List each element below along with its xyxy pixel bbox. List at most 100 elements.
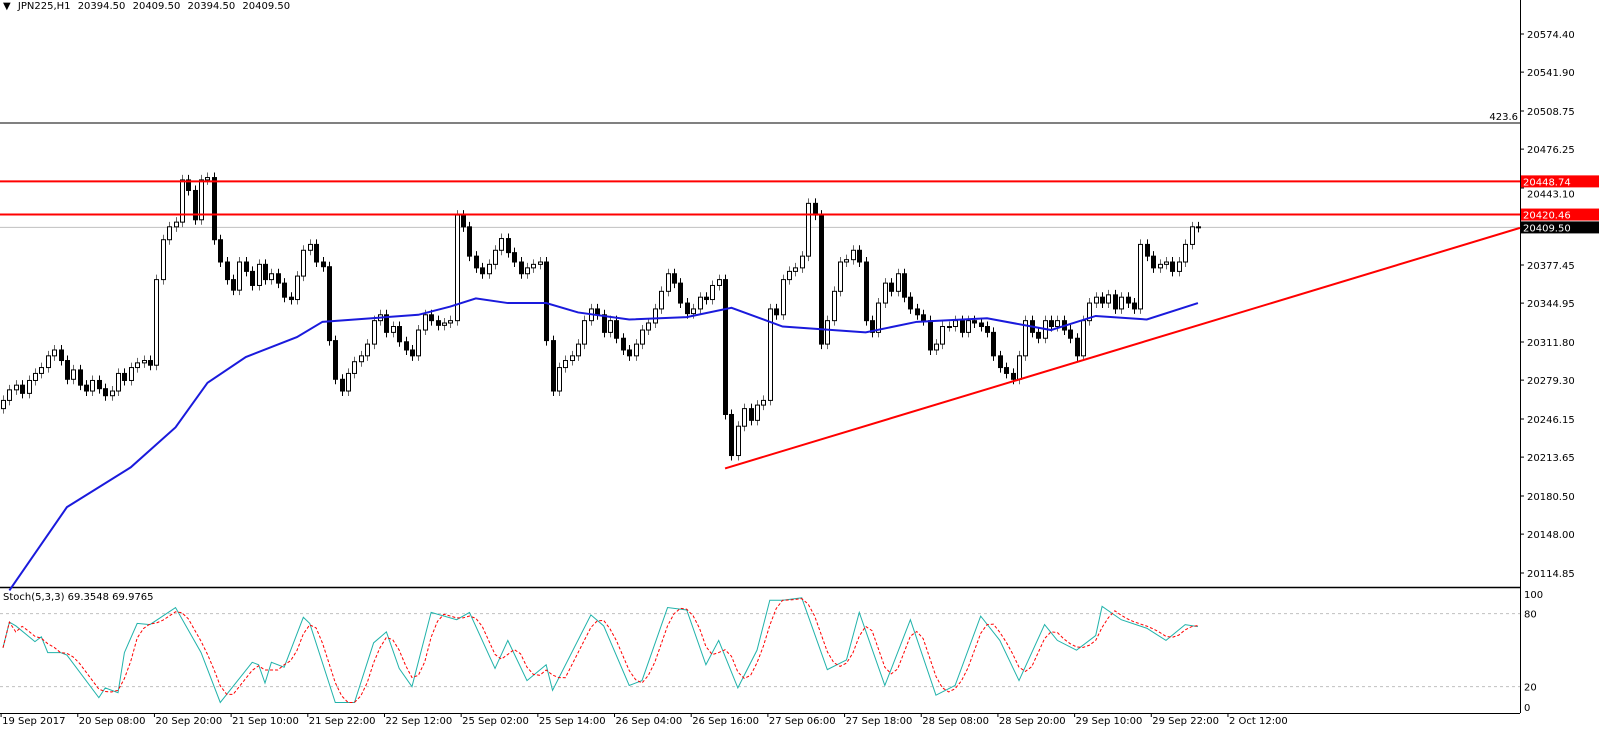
candle-body bbox=[838, 261, 843, 292]
candle-body bbox=[384, 314, 389, 333]
candle-body bbox=[717, 279, 722, 286]
candle-body bbox=[902, 273, 907, 298]
time-tick-label: 28 Sep 20:00 bbox=[999, 716, 1066, 727]
candle-body bbox=[659, 290, 664, 310]
ohlc-open: 20394.50 bbox=[77, 1, 126, 12]
candle-body bbox=[263, 263, 268, 281]
candle-body bbox=[205, 177, 210, 181]
candle-body bbox=[991, 331, 996, 357]
time-tick-label: 28 Sep 08:00 bbox=[922, 716, 989, 727]
candle-body bbox=[404, 341, 409, 351]
stoch-tick-label: 20 bbox=[1524, 683, 1537, 694]
candle-body bbox=[698, 296, 703, 310]
price-tick-label: 20246.15 bbox=[1527, 415, 1575, 426]
candle-body bbox=[1164, 261, 1169, 265]
candle-body bbox=[870, 320, 875, 333]
candle-body bbox=[666, 273, 671, 292]
candle-body bbox=[397, 326, 402, 343]
candle-body bbox=[1087, 302, 1092, 322]
candle-body bbox=[1094, 296, 1099, 304]
candle-body bbox=[646, 322, 651, 331]
candle-body bbox=[551, 340, 556, 392]
candle-body bbox=[46, 355, 51, 369]
candle-body bbox=[653, 308, 658, 324]
candle-body bbox=[301, 249, 306, 277]
time-tick-label: 20 Sep 20:00 bbox=[155, 716, 222, 727]
current-price-box bbox=[1521, 221, 1599, 234]
candle-body bbox=[672, 273, 677, 284]
candle-body bbox=[1011, 372, 1016, 380]
candle-body bbox=[519, 261, 524, 275]
candle-body bbox=[269, 273, 274, 281]
candle-body bbox=[844, 259, 849, 263]
price-tick-label: 20311.80 bbox=[1527, 338, 1575, 349]
candle-body bbox=[1055, 320, 1060, 328]
candle-body bbox=[1113, 294, 1118, 310]
candle-body bbox=[97, 379, 102, 390]
ohlc-low: 20394.50 bbox=[187, 1, 236, 12]
candle-body bbox=[570, 355, 575, 362]
candle-body bbox=[972, 320, 977, 324]
candle-body bbox=[832, 290, 837, 322]
candle-body bbox=[14, 384, 19, 391]
candle-body bbox=[442, 322, 447, 326]
candle-body bbox=[729, 413, 734, 457]
candle-body bbox=[576, 343, 581, 357]
candle-body bbox=[154, 279, 159, 366]
candle-body bbox=[237, 261, 242, 291]
candle-body bbox=[736, 425, 741, 457]
candle-body bbox=[461, 214, 466, 228]
candle-body bbox=[928, 320, 933, 351]
candle-body bbox=[186, 179, 191, 191]
candle-body bbox=[129, 367, 134, 381]
candle-body bbox=[1145, 243, 1150, 257]
candle-body bbox=[947, 326, 952, 329]
price-tick-label: 20344.95 bbox=[1527, 299, 1575, 310]
candle-body bbox=[391, 326, 396, 333]
resistance-price-label: 20448.74 bbox=[1523, 177, 1571, 188]
resistance-price-box bbox=[1521, 208, 1599, 221]
time-tick-label: 21 Sep 10:00 bbox=[232, 716, 299, 727]
candle-body bbox=[921, 314, 926, 322]
candle-body bbox=[193, 189, 198, 221]
candle-body bbox=[7, 389, 12, 401]
candle-body bbox=[448, 320, 453, 324]
candle-body bbox=[167, 226, 172, 241]
candle-body bbox=[161, 239, 166, 281]
candle-body bbox=[244, 261, 249, 272]
candle-body bbox=[691, 308, 696, 315]
candle-body bbox=[761, 399, 766, 406]
candle-body bbox=[819, 214, 824, 345]
time-tick-label: 29 Sep 10:00 bbox=[1076, 716, 1143, 727]
candle-body bbox=[1151, 255, 1156, 269]
candle-body bbox=[768, 308, 773, 401]
time-tick-label: 21 Sep 22:00 bbox=[309, 716, 376, 727]
time-tick-label: 26 Sep 04:00 bbox=[616, 716, 683, 727]
ohlc-close: 20409.50 bbox=[242, 1, 291, 12]
stoch-tick-label: 0 bbox=[1524, 703, 1530, 714]
candle-body bbox=[787, 270, 792, 281]
price-tick-label: 20213.65 bbox=[1527, 453, 1575, 464]
candle-body bbox=[289, 296, 294, 301]
candle-body bbox=[20, 384, 25, 394]
stoch-signal-line bbox=[2, 598, 1199, 703]
stoch-tick-label: 100 bbox=[1524, 590, 1543, 601]
candle-body bbox=[429, 314, 434, 322]
candle-body bbox=[308, 243, 313, 251]
candle-body bbox=[678, 282, 683, 304]
candle-body bbox=[1023, 320, 1028, 357]
candle-body bbox=[1132, 302, 1137, 310]
candle-body bbox=[915, 308, 920, 316]
time-tick-label: 29 Sep 22:00 bbox=[1152, 716, 1219, 727]
candle-body bbox=[333, 340, 338, 380]
candle-body bbox=[531, 263, 536, 269]
candle-body bbox=[410, 349, 415, 357]
triangle-down-icon[interactable]: ▼ bbox=[3, 1, 11, 12]
chart-header: ▼ JPN225,H1 20394.50 20409.50 20394.50 2… bbox=[3, 1, 294, 12]
candle-body bbox=[78, 369, 83, 386]
candle-body bbox=[499, 238, 504, 251]
candle-body bbox=[1068, 329, 1073, 339]
candle-body bbox=[781, 279, 786, 316]
candle-body bbox=[704, 296, 709, 301]
